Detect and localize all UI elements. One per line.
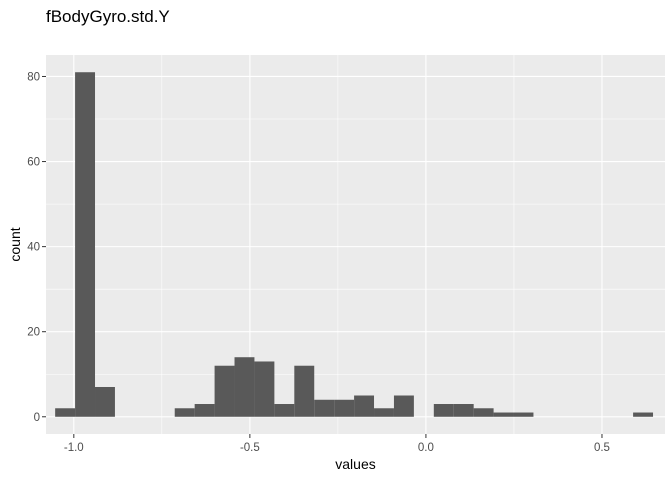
x-axis: -1.0 -0.5 0.0 0.5	[64, 434, 610, 454]
histogram-bar	[194, 404, 215, 417]
y-tick-label: 20	[27, 327, 40, 339]
y-tick-label: 60	[27, 157, 40, 169]
chart-title: fBodyGyro.std.Y	[46, 7, 170, 26]
x-axis-title: values	[335, 456, 375, 472]
y-tick-label: 0	[34, 412, 40, 424]
histogram-bar	[433, 404, 454, 417]
histogram-bar	[294, 365, 315, 417]
histogram-bar	[633, 412, 654, 417]
histogram-bar	[374, 408, 394, 417]
histogram-bar	[453, 404, 474, 417]
histogram-bar	[493, 412, 514, 417]
x-tick-label: 0.5	[594, 442, 610, 454]
histogram-bar	[95, 386, 115, 417]
x-tick-label: -1.0	[64, 442, 84, 454]
plot-panel	[46, 55, 665, 434]
histogram-bar	[513, 412, 534, 417]
histogram-bar	[214, 365, 235, 417]
histogram-bar	[334, 399, 355, 417]
histogram-bar	[314, 399, 335, 417]
y-axis: 0 20 40 60 80	[27, 71, 46, 424]
minor-gridlines	[46, 55, 665, 434]
histogram-bar	[393, 395, 414, 417]
x-tick-label: 0.0	[418, 442, 434, 454]
histogram-bar	[174, 408, 195, 417]
x-tick-label: -0.5	[240, 442, 260, 454]
histogram-bar	[473, 408, 494, 417]
histogram-bar	[75, 72, 96, 417]
histogram-bars	[55, 72, 654, 417]
y-tick-label: 40	[27, 242, 40, 254]
histogram-bar	[234, 357, 255, 417]
y-tick-label: 80	[27, 71, 40, 83]
histogram-bar	[354, 395, 375, 417]
histogram-bar	[254, 361, 275, 417]
histogram-bar	[55, 408, 76, 417]
histogram-bar	[274, 404, 295, 417]
y-axis-title: count	[7, 227, 23, 261]
